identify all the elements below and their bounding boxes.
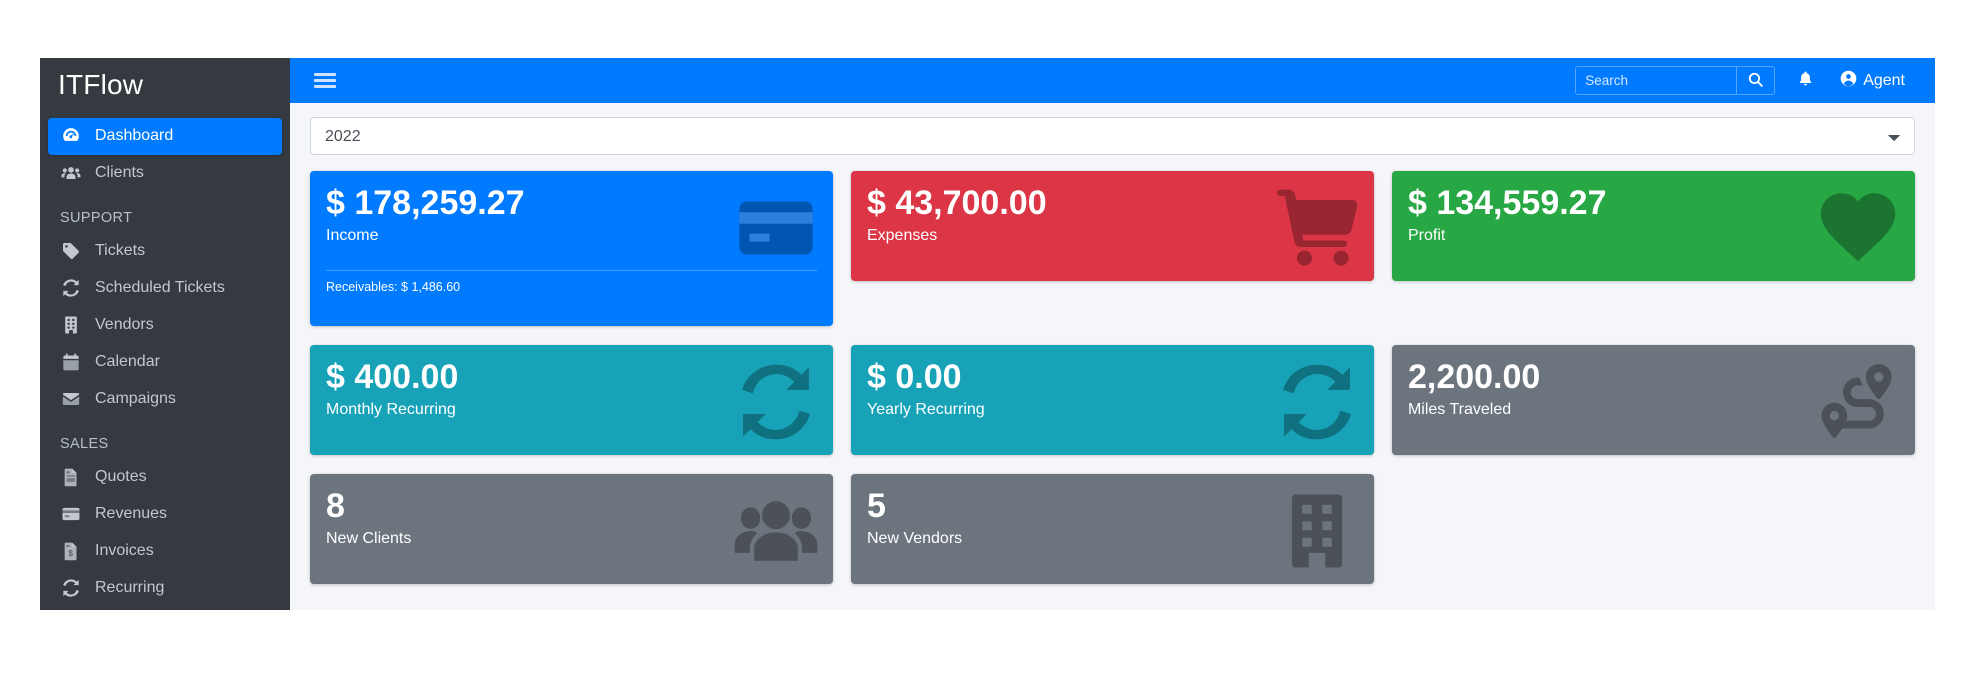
search-group	[1575, 66, 1776, 95]
stat-card-label: New Vendors	[866, 530, 963, 548]
sidebar-item-label: Dashboard	[95, 127, 174, 145]
stat-card-label: Profit	[1407, 227, 1446, 245]
stat-card-col: $ 400.00 Monthly Recurring	[301, 345, 842, 474]
sidebar-item-tickets[interactable]: Tickets	[48, 233, 282, 270]
stat-card-yearly-recurring[interactable]: $ 0.00 Yearly Recurring	[850, 345, 1374, 455]
stat-card-label: New Clients	[326, 530, 412, 548]
search-button[interactable]	[1736, 67, 1774, 94]
stat-card-value: 2,200.00	[1407, 358, 1541, 396]
search-icon	[1747, 71, 1764, 91]
sidebar-item-campaigns[interactable]: Campaigns	[48, 381, 282, 418]
sidebar-item-label: Scheduled Tickets	[95, 279, 225, 297]
file-dollar-icon: $	[60, 540, 82, 562]
stat-card-grid: $ 178,259.27 Income Receivables: $ 1,486.6…	[301, 171, 1924, 603]
stat-card-value: $ 134,559.27	[1407, 184, 1607, 222]
stat-card-value: $ 178,259.27	[326, 184, 525, 222]
dashboard-icon	[60, 125, 82, 147]
clients-icon	[60, 162, 82, 184]
stat-card-label: Monthly Recurring	[326, 401, 456, 419]
stat-card-col: $ 178,259.27 Income Receivables: $ 1,486.6…	[301, 171, 842, 345]
stat-card-col: 8 New Clients	[301, 474, 842, 603]
sidebar-item-scheduled-tickets[interactable]: Scheduled Tickets	[48, 270, 282, 307]
topbar-right: Agent	[1575, 58, 1919, 103]
sidebar-item-label: Tickets	[95, 242, 146, 260]
dashboard-content: 2022 $ 178,259.27 Income Receivables: $ 1,…	[290, 103, 1935, 610]
sidebar-item-label: Clients	[95, 164, 144, 182]
stat-card-col: $ 134,559.27 Profit	[1383, 171, 1924, 345]
stat-card-value: 8	[326, 487, 345, 525]
stat-card-monthly-recurring[interactable]: $ 400.00 Monthly Recurring	[310, 345, 833, 455]
stat-card-value: 5	[866, 487, 886, 525]
stat-card-col: $ 0.00 Yearly Recurring	[842, 345, 1383, 474]
stat-card-label: Miles Traveled	[1407, 401, 1512, 419]
envelope-icon	[60, 388, 82, 410]
stat-card-col: $ 43,700.00 Expenses	[842, 171, 1383, 345]
user-circle-icon	[1840, 70, 1857, 92]
sidebar-section-header: SUPPORT	[60, 209, 133, 226]
stat-card-col: 5 New Vendors	[842, 474, 1383, 603]
sidebar-item-vendors[interactable]: Vendors	[48, 307, 282, 344]
svg-text:$: $	[68, 549, 73, 558]
sidebar-item-label: Recurring	[95, 579, 165, 597]
stat-card-profit[interactable]: $ 134,559.27 Profit	[1391, 171, 1915, 281]
bell-icon	[1797, 69, 1814, 93]
stat-card-value: $ 0.00	[866, 358, 962, 396]
year-filter-select[interactable]: 2022	[310, 117, 1915, 155]
topbar: Agent	[290, 58, 1935, 103]
tag-icon	[60, 240, 82, 262]
sidebar: ITFlow Dashboard Clients SUPPORT Tickets Sch…	[40, 58, 290, 610]
sidebar-item-dashboard[interactable]: Dashboard	[48, 117, 282, 155]
building-icon	[60, 314, 82, 336]
sync-icon	[60, 577, 82, 599]
credit-card-icon	[60, 503, 82, 525]
sidebar-item-label: Calendar	[95, 353, 160, 371]
sidebar-item-calendar[interactable]: Calendar	[48, 344, 282, 381]
sidebar-item-label: Revenues	[95, 505, 168, 523]
stat-card-expenses[interactable]: $ 43,700.00 Expenses	[850, 171, 1374, 281]
stat-card-value: $ 43,700.00	[866, 184, 1047, 222]
sidebar-section-header: SALES	[60, 435, 109, 452]
notifications-button[interactable]	[1775, 58, 1836, 103]
sync-icon	[60, 277, 82, 299]
brand-logo[interactable]: ITFlow	[58, 69, 144, 100]
hamburger-icon[interactable]	[314, 73, 336, 88]
sidebar-item-recurring[interactable]: Recurring	[48, 570, 282, 607]
file-invoice-icon	[60, 466, 82, 488]
main-area: Agent 2022 $ 178,259.27 Income Receivables…	[290, 58, 1935, 610]
sidebar-item-label: Vendors	[95, 316, 154, 334]
stat-card-col: 2,200.00 Miles Traveled	[1383, 345, 1924, 474]
user-menu-button[interactable]: Agent	[1836, 58, 1919, 103]
stat-card-label: Expenses	[866, 227, 938, 245]
user-name-label: Agent	[1863, 71, 1905, 89]
stat-card-miles-traveled[interactable]: 2,200.00 Miles Traveled	[1391, 345, 1915, 455]
stat-card-footer: Receivables: $ 1,486.60	[326, 269, 817, 301]
sidebar-item-label: Invoices	[95, 542, 154, 560]
search-input[interactable]	[1576, 67, 1737, 94]
stat-card-income[interactable]: $ 178,259.27 Income Receivables: $ 1,486.6…	[310, 171, 833, 326]
sidebar-item-quotes[interactable]: Quotes	[48, 459, 282, 496]
stat-card-value: $ 400.00	[326, 358, 459, 396]
app-root: ITFlow Dashboard Clients SUPPORT Tickets Sch…	[40, 58, 1935, 610]
sidebar-item-revenues[interactable]: Revenues	[48, 496, 282, 533]
stat-card-new-clients[interactable]: 8 New Clients	[310, 474, 833, 584]
sidebar-item-invoices[interactable]: $ Invoices	[48, 533, 282, 570]
calendar-icon	[60, 351, 82, 373]
sidebar-item-label: Quotes	[95, 468, 147, 486]
stat-card-label: Yearly Recurring	[866, 401, 985, 419]
sidebar-item-clients[interactable]: Clients	[48, 155, 282, 192]
sidebar-item-label: Campaigns	[95, 390, 176, 408]
stat-card-label: Income	[326, 227, 379, 245]
stat-card-new-vendors[interactable]: 5 New Vendors	[850, 474, 1374, 584]
sidebar-nav: Dashboard Clients SUPPORT Tickets Scheduled …	[40, 117, 290, 607]
